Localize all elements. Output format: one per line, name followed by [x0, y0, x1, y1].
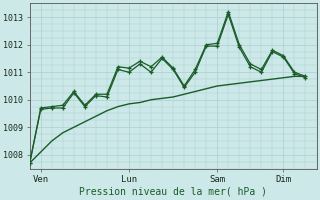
X-axis label: Pression niveau de la mer( hPa ): Pression niveau de la mer( hPa ): [79, 187, 267, 197]
